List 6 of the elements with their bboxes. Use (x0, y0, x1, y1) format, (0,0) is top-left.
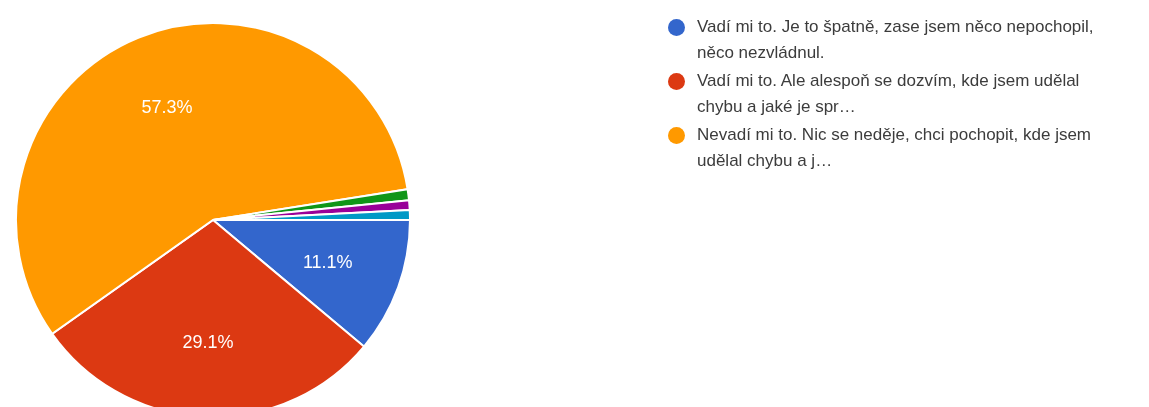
legend-label: Vadí mi to. Ale alespoň se dozvím, kde jsem udělal chybu a jaké je spr… (697, 70, 1081, 118)
data-label: 57.3% (141, 96, 193, 117)
legend-label: Vadí mi to. Je to špatně, zase jsem něco nepochopil, něco nezvládnul. (697, 16, 1095, 64)
data-label: 11.1% (302, 251, 353, 272)
data-label: 29.1% (182, 332, 234, 353)
legend-label: Nevadí mi to. Nic se neděje, chci pochopit, kde jsem udělal chybu a j… (697, 124, 1093, 172)
